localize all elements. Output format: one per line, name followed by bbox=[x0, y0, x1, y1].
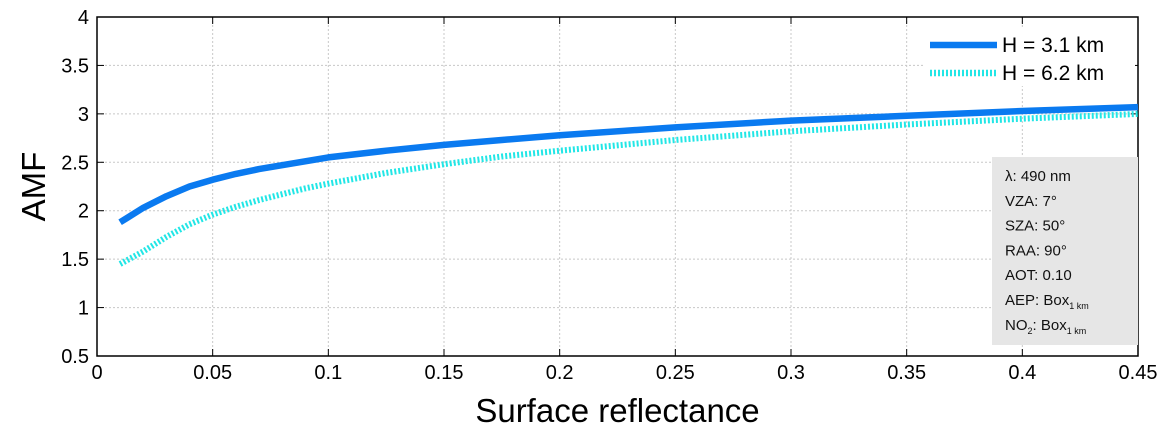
x-tick-label: 0.35 bbox=[887, 362, 926, 384]
y-tick-label: 2.5 bbox=[61, 152, 89, 174]
x-tick-label: 0.05 bbox=[193, 362, 232, 384]
annotation-line-6: AEP: Box1 km bbox=[1005, 292, 1089, 311]
series-line-1 bbox=[118, 103, 1139, 226]
x-tick-label: 0.3 bbox=[777, 362, 805, 384]
series-line-2 bbox=[118, 110, 1139, 267]
y-tick-label: 1.5 bbox=[61, 249, 89, 271]
y-tick-label: 2 bbox=[78, 201, 89, 223]
x-tick-label: 0 bbox=[91, 362, 102, 384]
series-layer bbox=[118, 103, 1139, 267]
legend: H = 3.1 km H = 6.2 km bbox=[925, 28, 1135, 86]
y-tick-label: 4 bbox=[78, 7, 89, 29]
annotation-line-4: RAA: 90° bbox=[1005, 242, 1067, 259]
y-tick-label: 1 bbox=[78, 298, 89, 320]
y-tick-label: 3.5 bbox=[61, 55, 89, 77]
x-tick-label: 0.2 bbox=[546, 362, 574, 384]
annotation-line-1: λ: 490 nm bbox=[1005, 168, 1071, 185]
annotation-line-3: SZA: 50° bbox=[1005, 218, 1065, 235]
legend-label-2: H = 6.2 km bbox=[1002, 62, 1104, 85]
y-tick-label: 0.5 bbox=[61, 346, 89, 368]
x-tick-label: 0.4 bbox=[1008, 362, 1036, 384]
x-tick-label: 0.1 bbox=[314, 362, 342, 384]
x-tick-label: 0.45 bbox=[1119, 362, 1158, 384]
y-axis-label: AMF bbox=[15, 152, 52, 222]
annotation-line-2: VZA: 7° bbox=[1005, 193, 1057, 210]
axis-ticks: 0 0.05 0.1 0.15 0.2 0.25 0.3 0.35 0.4 0.45 0.5 1 1.5… bbox=[61, 7, 1157, 384]
x-tick-label: 0.25 bbox=[656, 362, 695, 384]
x-tick-label: 0.15 bbox=[425, 362, 464, 384]
y-tick-label: 3 bbox=[78, 104, 89, 126]
x-axis-label: Surface reflectance bbox=[475, 392, 759, 429]
legend-label-1: H = 3.1 km bbox=[1002, 34, 1104, 57]
annotation-background bbox=[992, 157, 1138, 345]
annotation-line-5: AOT: 0.10 bbox=[1005, 267, 1072, 284]
annotation-line-7: NO2: Box1 km bbox=[1005, 317, 1086, 336]
legend-background bbox=[925, 28, 1135, 86]
annotation-box: λ: 490 nm VZA: 7° SZA: 50° RAA: 90° AOT: 0.1… bbox=[992, 157, 1138, 345]
